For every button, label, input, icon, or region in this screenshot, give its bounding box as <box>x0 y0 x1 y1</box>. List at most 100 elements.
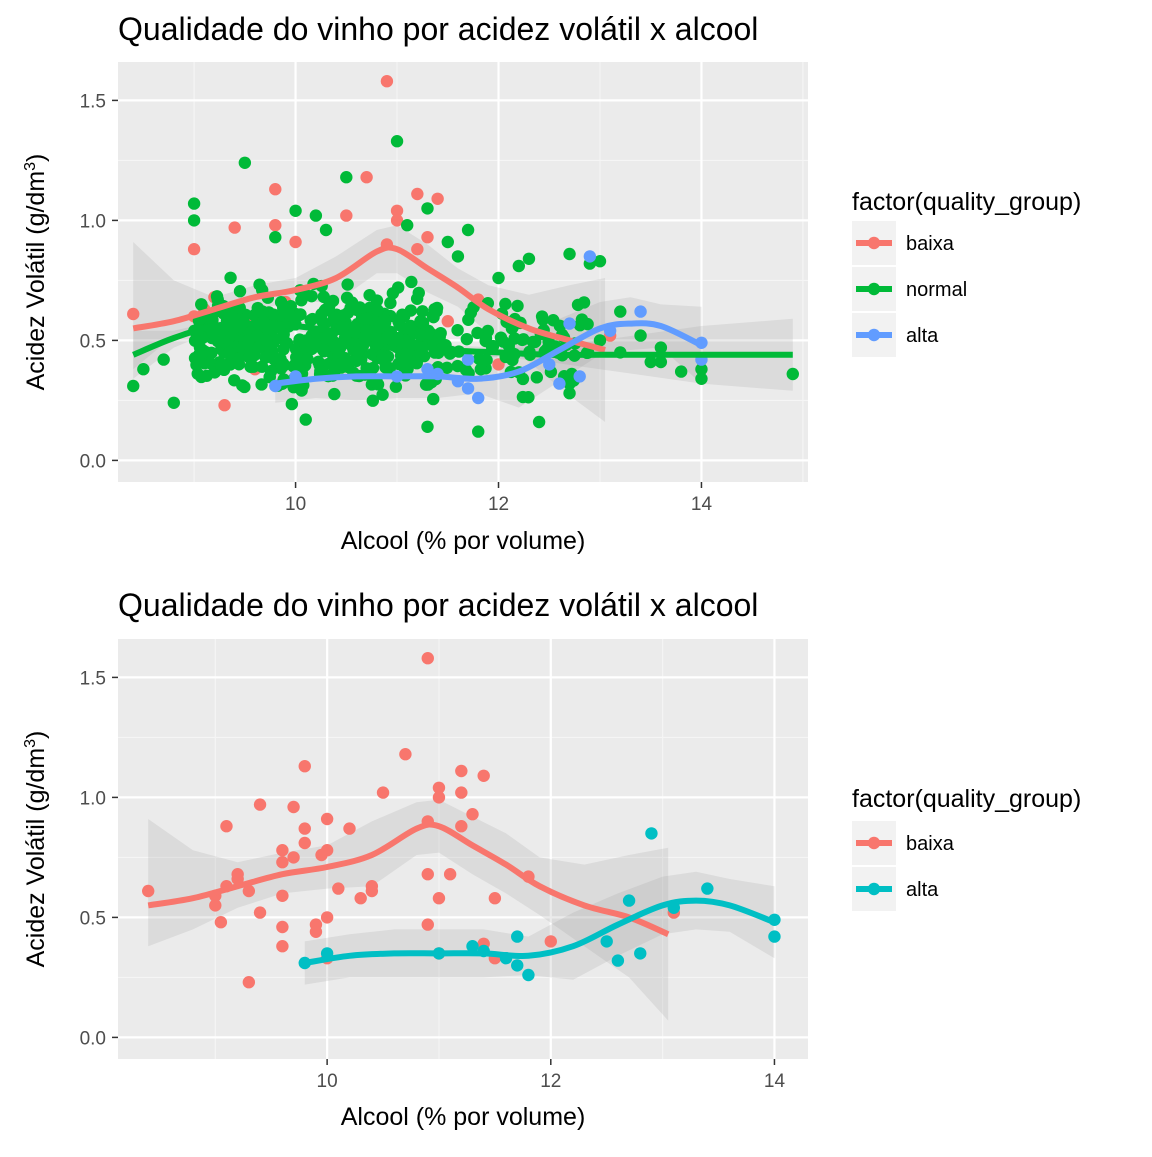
point-normal <box>328 340 341 354</box>
point-baixa <box>228 221 241 234</box>
legend-dot-normal <box>867 282 881 296</box>
point-normal <box>389 380 403 393</box>
point-normal <box>403 322 416 335</box>
point-normal <box>644 355 657 369</box>
point-baixa <box>298 836 311 850</box>
point-normal <box>215 358 228 371</box>
point-normal <box>366 394 380 407</box>
point-baixa <box>242 884 256 898</box>
point-baixa <box>127 307 140 321</box>
confidence-band-baixa <box>148 799 669 1021</box>
point-alta <box>701 882 714 895</box>
point-normal <box>516 333 529 347</box>
chart-bottom: Qualidade do vinho por acidez volátil x … <box>22 587 1081 1131</box>
point-normal <box>390 135 404 148</box>
point-normal <box>351 345 365 358</box>
point-baixa <box>544 935 557 948</box>
point-normal <box>340 291 354 305</box>
point-normal <box>441 235 454 249</box>
smooth-line-normal <box>132 320 793 358</box>
legend-label-alta: alta <box>906 325 939 347</box>
point-normal <box>516 372 530 386</box>
point-baixa <box>332 882 345 895</box>
point-normal <box>157 353 170 366</box>
point-normal <box>370 294 384 307</box>
point-normal <box>474 363 488 376</box>
legend-label-alta: alta <box>906 879 939 901</box>
point-normal <box>400 219 414 232</box>
point-baixa <box>343 822 356 835</box>
point-normal <box>317 290 330 304</box>
point-alta <box>583 250 597 263</box>
point-normal <box>127 379 140 393</box>
point-baixa <box>441 315 454 328</box>
point-baixa <box>298 822 311 835</box>
point-normal <box>512 259 526 273</box>
point-normal <box>391 281 405 294</box>
point-baixa <box>276 889 289 902</box>
legend-label-normal: normal <box>906 279 967 301</box>
point-normal <box>371 378 385 391</box>
point-normal <box>274 352 287 365</box>
point-normal <box>371 303 384 317</box>
point-normal <box>319 223 333 237</box>
point-baixa <box>466 808 479 821</box>
point-baixa <box>455 820 468 833</box>
point-baixa <box>431 192 444 205</box>
legend-label-baixa: baixa <box>906 833 955 855</box>
point-normal <box>419 378 433 391</box>
y-tick-label: 1.0 <box>80 211 106 232</box>
point-alta <box>461 382 475 395</box>
point-baixa <box>253 906 267 919</box>
chart-top: Qualidade do vinho por acidez volátil x … <box>22 11 1081 555</box>
y-axis-title: Acidez Volátil (g/dm3) <box>22 154 50 391</box>
point-baixa <box>411 187 424 201</box>
point-normal <box>581 317 594 331</box>
point-normal <box>299 413 312 426</box>
point-normal <box>516 390 530 404</box>
chart-title: Qualidade do vinho por acidez volátil x … <box>118 587 758 623</box>
point-baixa <box>421 918 434 931</box>
point-normal <box>341 306 355 320</box>
point-alta <box>645 827 658 840</box>
point-baixa <box>187 243 201 256</box>
point-normal <box>314 364 327 378</box>
point-normal <box>654 341 668 354</box>
point-baixa <box>209 899 222 912</box>
legend-dot-baixa <box>867 236 881 250</box>
point-baixa <box>455 764 468 778</box>
point-baixa <box>320 911 334 924</box>
point-normal <box>291 350 304 364</box>
point-normal <box>434 326 447 340</box>
axis-ticks: 10 12 14 0.0 0.5 1.0 1.5 <box>80 668 786 1092</box>
x-tick-label: 12 <box>540 1071 561 1092</box>
point-baixa <box>399 748 412 761</box>
point-normal <box>250 329 264 343</box>
point-normal <box>528 335 542 349</box>
point-alta <box>622 894 636 907</box>
point-normal <box>695 363 708 376</box>
point-normal <box>471 326 484 340</box>
point-baixa <box>365 884 379 898</box>
point-normal <box>492 271 505 285</box>
point-normal <box>416 305 429 318</box>
point-normal <box>309 209 323 222</box>
point-baixa <box>309 925 323 938</box>
point-normal <box>376 388 389 401</box>
point-normal <box>263 370 276 384</box>
point-alta <box>421 363 434 376</box>
point-alta <box>611 954 625 967</box>
legend-label-baixa: baixa <box>906 233 955 255</box>
point-baixa <box>380 75 394 88</box>
point-normal <box>285 397 299 411</box>
smooth-lines <box>132 244 793 387</box>
smooth-line-baixa <box>147 821 670 937</box>
point-baixa <box>432 781 446 794</box>
point-normal <box>379 361 392 374</box>
point-normal <box>427 392 440 406</box>
point-normal <box>243 351 256 364</box>
point-normal <box>137 363 150 376</box>
point-baixa <box>443 868 457 881</box>
point-normal <box>210 290 224 303</box>
